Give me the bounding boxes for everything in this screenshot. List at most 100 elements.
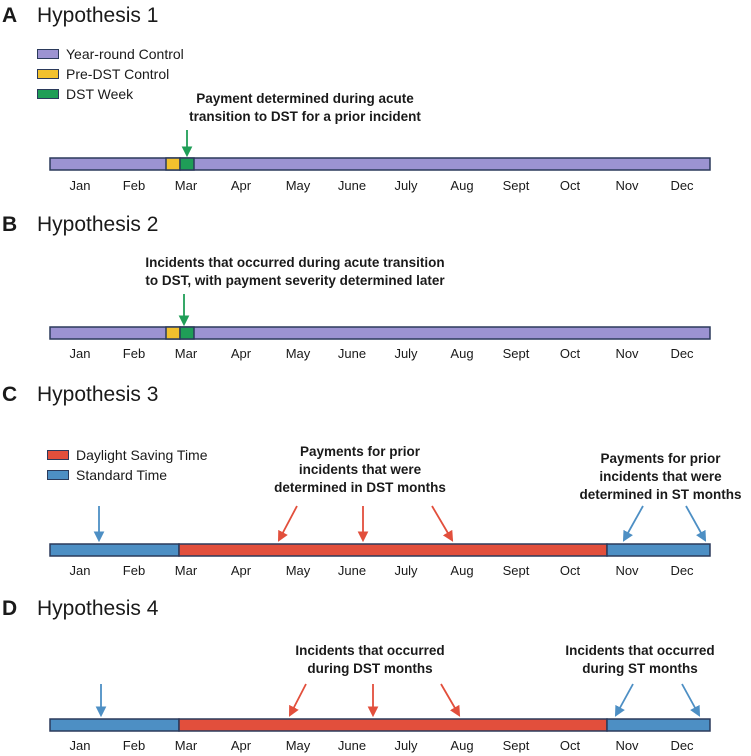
dst-week-segment [179, 326, 195, 340]
year-round-control-segment [49, 157, 711, 171]
panel-d-title: Hypothesis 4 [37, 597, 159, 620]
month-label: Aug [450, 346, 474, 361]
panel-a-letter: A [2, 4, 18, 27]
month-label: Feb [122, 346, 146, 361]
panel-d-annotation-dst: Incidents that occurred during DST month… [295, 643, 445, 676]
month-label: Mar [174, 346, 198, 361]
legend-year-round-control: Year-round Control [37, 46, 184, 62]
month-label: May [285, 178, 311, 193]
legend-swatch-st [47, 470, 69, 480]
month-label: June [337, 178, 367, 193]
month-label: July [394, 563, 418, 578]
panel-c-arrow-dst-1 [277, 505, 298, 542]
legend-label-st: Standard Time [76, 467, 168, 483]
legend-daylight-saving-time: Daylight Saving Time [47, 447, 208, 463]
panel-d-arrow-st-nov [614, 683, 634, 717]
panel-d-arrow-st-dec [681, 683, 701, 717]
month-label: Sept [502, 738, 530, 753]
month-label: Jan [69, 738, 91, 753]
panel-a-title: Hypothesis 1 [37, 4, 159, 27]
panel-c-annotation-dst: Payments for prior incidents that were d… [274, 444, 446, 495]
panel-c-timeline-bar [49, 543, 711, 557]
legend-label-dst: Daylight Saving Time [76, 447, 208, 463]
panel-d-annotation-st: Incidents that occurred during ST months [565, 643, 715, 676]
month-label: Aug [450, 738, 474, 753]
month-label: Apr [230, 563, 252, 578]
month-label: Sept [502, 563, 530, 578]
st-segment-early [49, 543, 180, 557]
month-label: May [285, 563, 311, 578]
panel-d-letter: D [2, 597, 18, 620]
year-round-control-segment [49, 326, 711, 340]
month-label: Mar [174, 563, 198, 578]
st-segment-late [606, 543, 711, 557]
legend-dst-week: DST Week [37, 86, 133, 102]
panel-c-annotation-st: Payments for prior incidents that were d… [579, 451, 742, 502]
month-label: Dec [670, 178, 694, 193]
st-segment-early [49, 718, 180, 732]
legend-swatch-pre-dst [37, 69, 59, 79]
month-label: Dec [670, 346, 694, 361]
month-label: Jan [69, 178, 91, 193]
panel-b-timeline-bar [49, 326, 711, 340]
legend-swatch-dst-week [37, 89, 59, 99]
month-label: Aug [450, 563, 474, 578]
legend-label-year-round: Year-round Control [66, 46, 184, 62]
month-label: Mar [174, 178, 198, 193]
month-label: Apr [230, 178, 252, 193]
panel-b-annotation: Incidents that occurred during acute tra… [145, 255, 445, 288]
month-label: Aug [450, 178, 474, 193]
panel-d-arrow-dst-3 [440, 683, 461, 717]
month-label: July [394, 346, 418, 361]
legend-label-dst-week: DST Week [66, 86, 134, 102]
month-label: Nov [615, 346, 639, 361]
dst-segment [178, 543, 608, 557]
month-label: July [394, 178, 418, 193]
month-label: Jan [69, 563, 91, 578]
panel-b-title: Hypothesis 2 [37, 213, 159, 236]
month-label: June [337, 346, 367, 361]
month-label: Sept [502, 178, 530, 193]
legend-label-pre-dst: Pre-DST Control [66, 66, 170, 82]
legend-standard-time: Standard Time [47, 467, 167, 483]
panel-c-letter: C [2, 383, 18, 406]
month-label: May [285, 738, 311, 753]
panel-c-arrow-st-nov [622, 505, 644, 542]
month-label: Mar [174, 738, 198, 753]
panel-b-letter: B [2, 213, 18, 236]
panel-a-timeline-bar [49, 157, 711, 171]
month-label: Nov [615, 178, 639, 193]
panel-c-arrow-dst-3 [431, 505, 454, 542]
month-label: Oct [559, 346, 581, 361]
month-label: May [285, 346, 311, 361]
month-label: Jan [69, 346, 91, 361]
panel-d-arrow-dst-1 [289, 683, 307, 717]
month-label: Apr [230, 346, 252, 361]
st-segment-late [606, 718, 711, 732]
panel-c-arrow-st-dec [685, 505, 707, 542]
month-label: Dec [670, 738, 694, 753]
month-label: June [337, 563, 367, 578]
legend-swatch-year-round [37, 49, 59, 59]
month-label: Oct [559, 563, 581, 578]
month-label: June [337, 738, 367, 753]
legend-swatch-dst [47, 450, 69, 460]
month-label: Apr [230, 738, 252, 753]
month-label: Feb [122, 563, 146, 578]
legend-pre-dst-control: Pre-DST Control [37, 66, 169, 82]
month-label: July [394, 738, 418, 753]
dst-week-segment [179, 157, 195, 171]
pre-dst-control-segment [165, 326, 181, 340]
month-label: Dec [670, 563, 694, 578]
panel-a-annotation: Payment determined during acute transiti… [189, 91, 421, 124]
pre-dst-control-segment [165, 157, 181, 171]
month-label: Sept [502, 346, 530, 361]
month-label: Oct [559, 738, 581, 753]
month-label: Feb [122, 738, 146, 753]
month-label: Nov [615, 738, 639, 753]
month-label: Oct [559, 178, 581, 193]
dst-segment [178, 718, 608, 732]
panel-c-title: Hypothesis 3 [37, 383, 159, 406]
